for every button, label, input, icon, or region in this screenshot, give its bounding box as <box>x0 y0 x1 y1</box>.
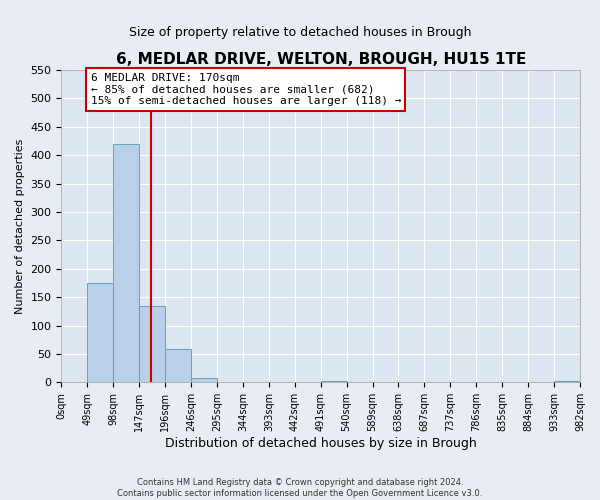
Title: 6, MEDLAR DRIVE, WELTON, BROUGH, HU15 1TE: 6, MEDLAR DRIVE, WELTON, BROUGH, HU15 1T… <box>116 52 526 68</box>
Bar <box>321 381 347 382</box>
Y-axis label: Number of detached properties: Number of detached properties <box>15 138 25 314</box>
Bar <box>554 381 580 382</box>
X-axis label: Distribution of detached houses by size in Brough: Distribution of detached houses by size … <box>165 437 476 450</box>
Text: Size of property relative to detached houses in Brough: Size of property relative to detached ho… <box>129 26 471 39</box>
Bar <box>165 350 191 382</box>
Bar <box>88 283 113 382</box>
Text: 6 MEDLAR DRIVE: 170sqm
← 85% of detached houses are smaller (682)
15% of semi-de: 6 MEDLAR DRIVE: 170sqm ← 85% of detached… <box>91 73 401 106</box>
Bar <box>191 378 217 382</box>
Bar <box>113 144 139 382</box>
Text: Contains HM Land Registry data © Crown copyright and database right 2024.
Contai: Contains HM Land Registry data © Crown c… <box>118 478 482 498</box>
Bar <box>139 306 165 382</box>
